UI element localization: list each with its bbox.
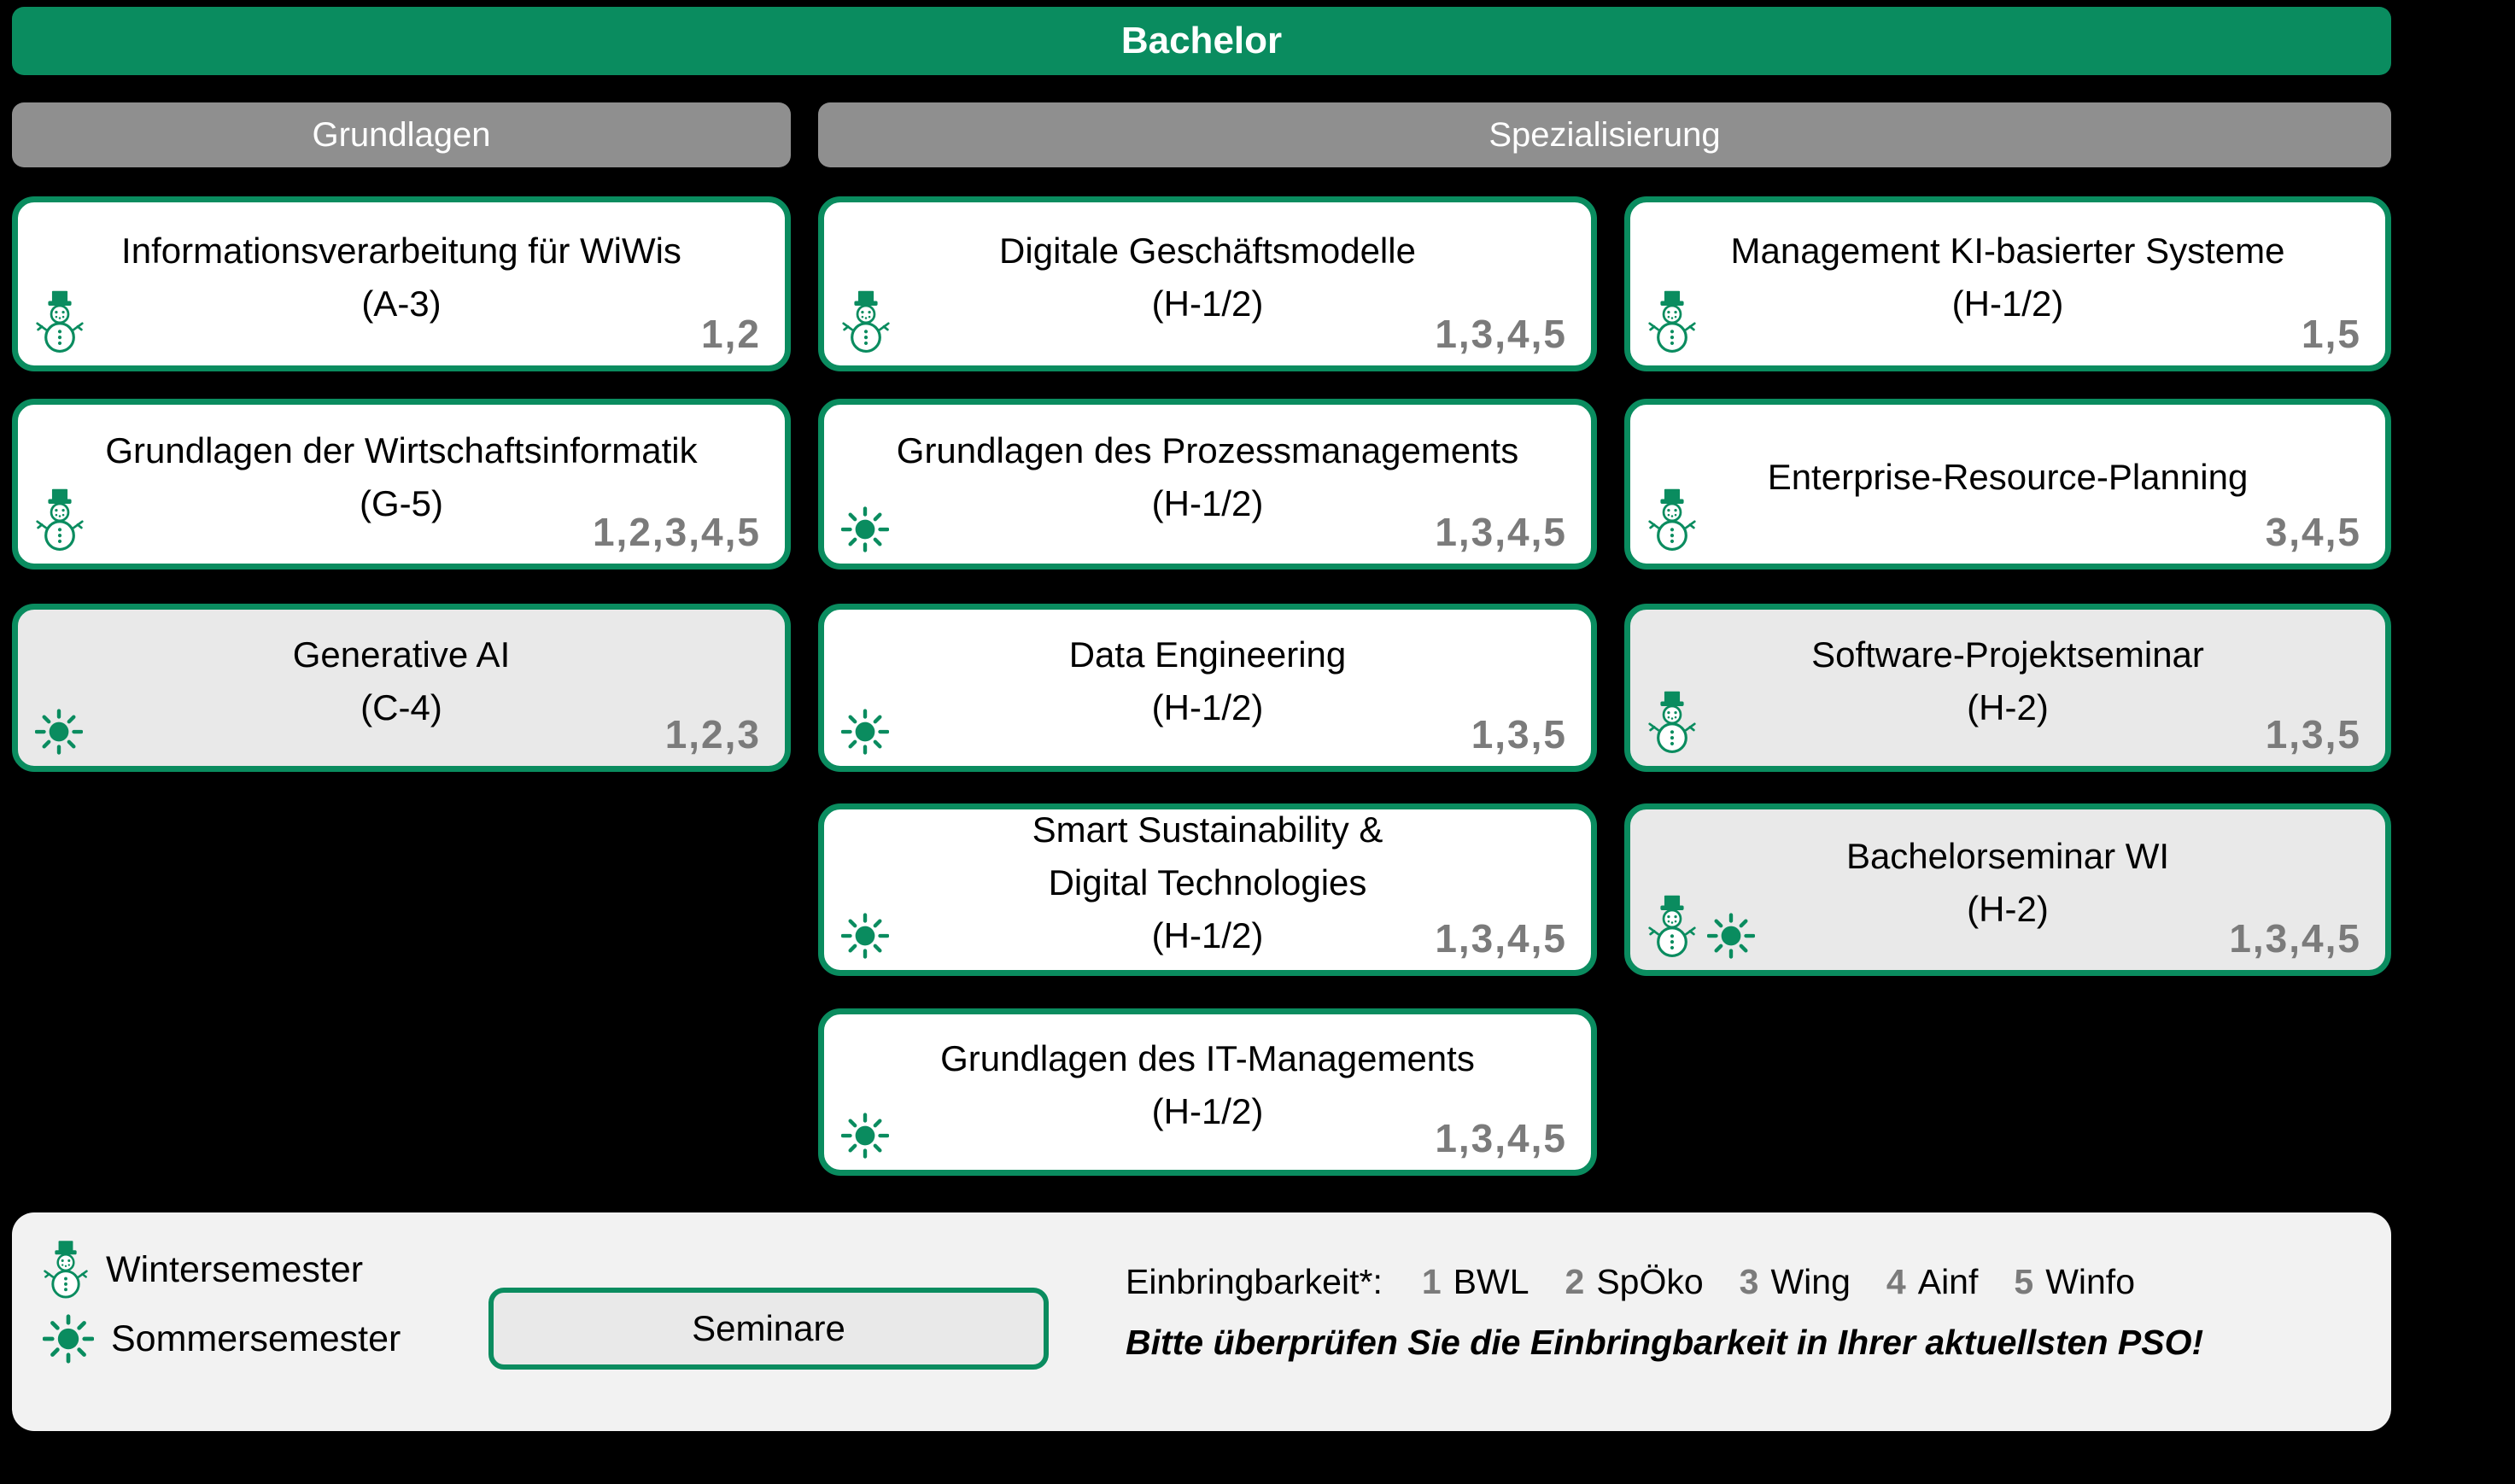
section-spezialisierung-label: Spezialisierung [1489, 115, 1721, 154]
eligibility-numbers: 1,3,4,5 [1435, 1116, 1567, 1160]
course-title: Smart Sustainability & Digital Technolog… [1032, 809, 1383, 955]
section-spezialisierung: Spezialisierung [818, 102, 2391, 167]
section-grundlagen: Grundlagen [12, 102, 791, 167]
course-title: Enterprise-Resource-Planning [1767, 457, 2249, 497]
course-title: Grundlagen des IT-Managements (H-1/2) [940, 1038, 1475, 1131]
snowman-icon [1647, 689, 1697, 756]
eligibility-item: 3 Wing [1739, 1262, 1851, 1301]
eligibility-item: 2 SpÖko [1565, 1262, 1704, 1301]
course-title: Digitale Geschäftsmodelle (H-1/2) [999, 230, 1416, 324]
eligibility-item: 1 BWL [1421, 1262, 1529, 1301]
bachelor-header-bar: Bachelor [12, 7, 2391, 75]
course-box-grundlagen-prozessmanagement: Grundlagen des Prozessmanagements (H-1/2… [818, 399, 1597, 570]
course-box-grundlagen-it-management: Grundlagen des IT-Managements (H-1/2) 1,… [818, 1008, 1597, 1176]
snowman-icon [43, 1238, 89, 1301]
legend-sommersemester: Sommersemester [43, 1313, 401, 1364]
bachelor-title: Bachelor [1120, 20, 1283, 61]
eligibility-legend: Einbringbarkeit*: 1 BWL 2 SpÖko 3 Wing 4 Ain… [1126, 1262, 2203, 1363]
course-box-data-engineering: Data Engineering (H-1/2) 1,3,5 [818, 604, 1597, 772]
course-box-management-ki-systeme: Management KI-basierter Systeme (H-1/2) … [1624, 196, 2391, 371]
eligibility-numbers: 1,3,5 [2265, 712, 2361, 757]
snowman-icon [841, 289, 891, 355]
course-title: Informationsverarbeitung für WiWis (A-3) [121, 230, 681, 324]
snowman-icon [1647, 289, 1697, 355]
course-title: Management KI-basierter Systeme (H-1/2) [1730, 230, 2285, 324]
eligibility-heading: Einbringbarkeit*: [1126, 1262, 1383, 1301]
legend-panel: Wintersemester Sommersemester Seminare E… [12, 1212, 2391, 1431]
legend-wintersemester: Wintersemester [43, 1238, 401, 1301]
sun-icon [841, 505, 889, 553]
course-box-grundlagen-wirtschaftsinformatik: Grundlagen der Wirtschaftsinformatik (G-… [12, 399, 791, 570]
snowman-icon [35, 289, 85, 355]
course-title: Bachelorseminar WI (H-2) [1845, 836, 2170, 929]
sun-icon [841, 708, 889, 756]
course-title: Grundlagen der Wirtschaftsinformatik (G-… [105, 430, 698, 523]
eligibility-numbers: 1,3,5 [1471, 712, 1567, 757]
snowman-icon [1647, 893, 1697, 960]
eligibility-item: 5 Winfo [2014, 1262, 2135, 1301]
eligibility-numbers: 1,3,4,5 [2229, 916, 2361, 961]
course-box-generative-ai: Generative AI (C-4) 1,2,3 [12, 604, 791, 772]
course-box-software-projektseminar: Software-Projektseminar (H-2) 1,3,5 [1624, 604, 2391, 772]
sommersemester-label: Sommersemester [111, 1317, 401, 1359]
seminare-label: Seminare [692, 1308, 845, 1348]
sun-icon [35, 708, 83, 756]
eligibility-numbers: 1,2,3,4,5 [592, 510, 761, 554]
course-box-digitale-geschaeftsmodelle: Digitale Geschäftsmodelle (H-1/2) 1,3,4,… [818, 196, 1597, 371]
eligibility-numbers: 1,5 [2302, 312, 2361, 356]
sun-icon [841, 1112, 889, 1160]
eligibility-numbers: 1,3,4,5 [1435, 916, 1567, 961]
eligibility-numbers: 1,2,3 [664, 712, 761, 757]
eligibility-numbers: 3,4,5 [2265, 510, 2361, 554]
sun-icon [43, 1313, 94, 1364]
snowman-icon [35, 487, 85, 553]
course-box-informationsverarbeitung: Informationsverarbeitung für WiWis (A-3)… [12, 196, 791, 371]
course-title: Data Engineering (H-1/2) [1068, 634, 1347, 727]
course-box-bachelorseminar-wi: Bachelorseminar WI (H-2) 1,3,4,5 [1624, 803, 2391, 976]
eligibility-numbers: 1,3,4,5 [1435, 312, 1567, 356]
course-title: Software-Projektseminar (H-2) [1811, 634, 2204, 727]
course-box-smart-sustainability: Smart Sustainability & Digital Technolog… [818, 803, 1597, 976]
snowman-icon [1647, 487, 1697, 553]
eligibility-item: 4 Ainf [1886, 1262, 1979, 1301]
eligibility-numbers: 1,2 [701, 312, 761, 356]
section-grundlagen-label: Grundlagen [312, 115, 491, 154]
pso-note: Bitte überprüfen Sie die Einbringbarkeit… [1126, 1323, 2204, 1362]
wintersemester-label: Wintersemester [106, 1248, 364, 1290]
sun-icon [1707, 912, 1755, 960]
course-title: Generative AI (C-4) [292, 634, 511, 727]
course-box-enterprise-resource-planning: Enterprise-Resource-Planning 3,4,5 [1624, 399, 2391, 570]
eligibility-numbers: 1,3,4,5 [1435, 510, 1567, 554]
seminare-legend-box: Seminare [488, 1288, 1049, 1370]
sun-icon [841, 912, 889, 960]
course-title: Grundlagen des Prozessmanagements (H-1/2… [896, 430, 1519, 523]
